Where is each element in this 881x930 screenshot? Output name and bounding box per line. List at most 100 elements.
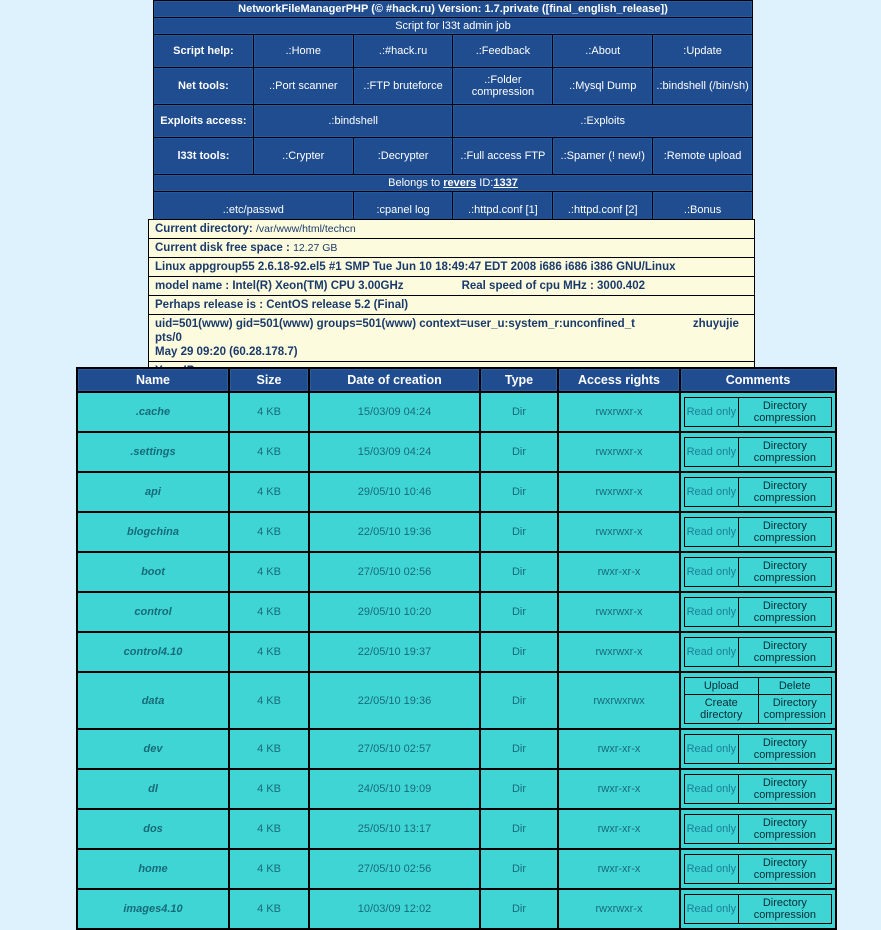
read-only-button-label: Read only <box>686 566 737 578</box>
nav-link-spamer[interactable]: .:Spamer (! new!) <box>553 138 653 174</box>
file-name-cell[interactable]: control4.10 <box>78 633 228 671</box>
delete-button[interactable]: Delete <box>758 678 831 694</box>
read-only-button[interactable]: Read only <box>685 598 738 626</box>
file-rights-cell[interactable]: rwxr-xr-x <box>559 770 679 808</box>
column-header-size[interactable]: Size <box>230 369 308 391</box>
create-directory-button[interactable]: Create directory <box>685 695 758 723</box>
nav-link-mysql-dump[interactable]: .:Mysql Dump <box>553 68 653 104</box>
read-only-button[interactable]: Read only <box>685 518 738 546</box>
nav-link-hackru[interactable]: .:#hack.ru <box>353 35 453 67</box>
column-header-name[interactable]: Name <box>78 369 228 391</box>
nav-link-update[interactable]: :Update <box>653 35 752 67</box>
column-header-access-rights[interactable]: Access rights <box>559 369 679 391</box>
nav-label-net-tools: Net tools: <box>154 68 253 104</box>
nav-link-ftp-bruteforce[interactable]: .:FTP bruteforce <box>353 68 453 104</box>
file-rights-cell[interactable]: rwxrwxr-x <box>559 633 679 671</box>
file-name-cell[interactable]: data <box>78 673 228 728</box>
file-actions-row: Read only Directory compression <box>685 598 831 626</box>
file-name-cell[interactable]: .settings <box>78 433 228 471</box>
directory-compression-button[interactable]: Directory compression <box>738 398 831 426</box>
file-name-cell[interactable]: dos <box>78 810 228 848</box>
file-rights-cell[interactable]: rwxrwxr-x <box>559 890 679 928</box>
nav-link-bindshell[interactable]: .:bindshell <box>253 105 453 137</box>
directory-compression-button[interactable]: Directory compression <box>738 638 831 666</box>
nav-link-full-access-ftp[interactable]: .:Full access FTP <box>453 138 553 174</box>
directory-compression-button[interactable]: Directory compression <box>738 775 831 803</box>
directory-compression-button[interactable]: Directory compression <box>738 558 831 586</box>
file-rights-cell[interactable]: rwxrwxr-x <box>559 473 679 511</box>
file-rights-cell[interactable]: rwxrwxr-x <box>559 393 679 431</box>
read-only-button[interactable]: Read only <box>685 558 738 586</box>
read-only-button[interactable]: Read only <box>685 638 738 666</box>
nav-link-folder-compression[interactable]: .:Folder compression <box>453 68 553 104</box>
file-name-cell[interactable]: images4.10 <box>78 890 228 928</box>
directory-compression-button[interactable]: Directory compression <box>738 735 831 763</box>
file-comments-cell: Upload Delete Create directory Directory co… <box>681 673 835 728</box>
column-header-comments[interactable]: Comments <box>681 369 835 391</box>
read-only-button[interactable]: Read only <box>685 438 738 466</box>
read-only-button-label: Read only <box>686 406 737 418</box>
read-only-button[interactable]: Read only <box>685 855 738 883</box>
file-name-cell[interactable]: dev <box>78 730 228 768</box>
read-only-button[interactable]: Read only <box>685 895 738 923</box>
directory-compression-button[interactable]: Directory compression <box>738 895 831 923</box>
nav-link-port-scanner[interactable]: .:Port scanner <box>253 68 353 104</box>
directory-compression-button[interactable]: Directory compression <box>738 518 831 546</box>
read-only-button[interactable]: Read only <box>685 735 738 763</box>
file-type-cell: Dir <box>481 633 557 671</box>
nav-link-remote-upload[interactable]: :Remote upload <box>653 138 752 174</box>
file-name-cell[interactable]: boot <box>78 553 228 591</box>
file-name-cell[interactable]: api <box>78 473 228 511</box>
file-size-cell: 4 KB <box>230 673 308 728</box>
file-rights-cell[interactable]: rwxr-xr-x <box>559 850 679 888</box>
file-actions-grid: Read only Directory compression <box>684 557 832 587</box>
table-row: api 4 KB 29/05/10 10:46 Dir rwxrwxr-x Read on… <box>78 473 835 511</box>
read-only-button[interactable]: Read only <box>685 398 738 426</box>
file-type-cell: Dir <box>481 393 557 431</box>
nav-link-feedback[interactable]: .:Feedback <box>453 35 553 67</box>
nav-link-exploits[interactable]: .:Exploits <box>453 105 752 137</box>
file-name-cell[interactable]: dl <box>78 770 228 808</box>
file-size-cell: 4 KB <box>230 433 308 471</box>
nav-link-decrypter[interactable]: :Decrypter <box>353 138 453 174</box>
nav-link-about[interactable]: .:About <box>553 35 653 67</box>
column-header-date[interactable]: Date of creation <box>310 369 479 391</box>
column-header-type[interactable]: Type <box>481 369 557 391</box>
file-name-cell[interactable]: blogchina <box>78 513 228 551</box>
info-row-disk-free: Current disk free space : 12.27 GB <box>148 238 755 258</box>
file-comments-cell: Read only Directory compression <box>681 890 835 928</box>
nav-row-net-tools: Net tools: .:Port scanner .:FTP brutefor… <box>154 68 752 104</box>
file-rights-cell[interactable]: rwxrwxr-x <box>559 513 679 551</box>
nav-link-bindshell-binsh[interactable]: .:bindshell (/bin/sh) <box>653 68 752 104</box>
file-type-cell: Dir <box>481 593 557 631</box>
directory-compression-button[interactable]: Directory compression <box>738 598 831 626</box>
file-rights-cell[interactable]: rwxrwxr-x <box>559 593 679 631</box>
read-only-button[interactable]: Read only <box>685 478 738 506</box>
read-only-button[interactable]: Read only <box>685 775 738 803</box>
nav-link-crypter[interactable]: .:Crypter <box>253 138 353 174</box>
directory-compression-button[interactable]: Directory compression <box>738 438 831 466</box>
directory-compression-button-label: Directory compression <box>753 520 817 544</box>
file-rights-cell[interactable]: rwxr-xr-x <box>559 730 679 768</box>
file-rights-cell[interactable]: rwxrwxr-x <box>559 433 679 471</box>
table-row: dl 4 KB 24/05/10 19:09 Dir rwxr-xr-x Read onl… <box>78 770 835 808</box>
belongs-id: 1337 <box>493 177 518 189</box>
belongs-user[interactable]: revers <box>443 177 477 189</box>
directory-compression-button[interactable]: Directory compression <box>758 695 831 723</box>
file-name-cell[interactable]: .cache <box>78 393 228 431</box>
file-date-cell: 29/05/10 10:20 <box>310 593 479 631</box>
directory-compression-button-label: Directory compression <box>753 897 817 921</box>
file-rights-cell[interactable]: rwxrwxrwx <box>559 673 679 728</box>
directory-compression-button[interactable]: Directory compression <box>738 815 831 843</box>
table-row: control4.10 4 KB 22/05/10 19:37 Dir rwxrwxr-… <box>78 633 835 671</box>
file-rights-cell[interactable]: rwxr-xr-x <box>559 810 679 848</box>
file-name-cell[interactable]: control <box>78 593 228 631</box>
file-comments-cell: Read only Directory compression <box>681 593 835 631</box>
read-only-button[interactable]: Read only <box>685 815 738 843</box>
upload-button[interactable]: Upload <box>685 678 758 694</box>
directory-compression-button[interactable]: Directory compression <box>738 855 831 883</box>
directory-compression-button[interactable]: Directory compression <box>738 478 831 506</box>
file-name-cell[interactable]: home <box>78 850 228 888</box>
nav-link-home[interactable]: .:Home <box>253 35 353 67</box>
file-rights-cell[interactable]: rwxr-xr-x <box>559 553 679 591</box>
